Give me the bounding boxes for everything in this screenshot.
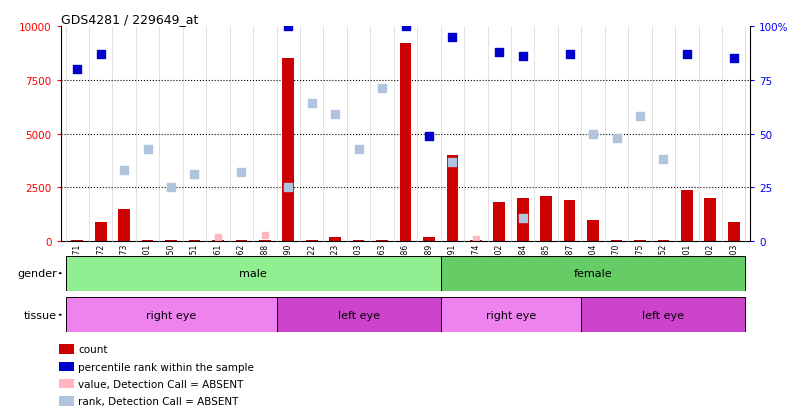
Bar [329,237,341,242]
Text: count: count [79,344,108,354]
Bar [564,201,576,242]
Text: female: female [573,268,612,279]
Text: value, Detection Call = ABSENT: value, Detection Call = ABSENT [79,379,244,389]
Bar [611,240,622,242]
Bar [658,240,669,242]
Text: left eye: left eye [642,310,684,320]
Bar [306,240,318,242]
Bar [681,190,693,242]
Bar [440,256,745,291]
Text: right eye: right eye [146,310,196,320]
Bar [447,156,458,242]
Bar [376,240,388,242]
Bar [142,240,153,242]
Point [657,157,670,163]
Point [680,52,693,58]
Bar [165,240,177,242]
Bar [728,222,740,242]
Point [446,34,459,41]
Bar [118,209,130,242]
Point [470,236,483,243]
Point [165,185,178,191]
Bar [581,297,745,332]
Text: gender: gender [17,268,57,279]
Bar [634,240,646,242]
Point [118,167,131,174]
Bar [517,199,529,242]
Bar [58,362,75,371]
Text: left eye: left eye [337,310,380,320]
Point [71,66,84,73]
Bar [353,240,364,242]
Bar [66,297,277,332]
Point [212,234,225,241]
Point [493,49,506,56]
Point [352,146,365,152]
Text: percentile rank within the sample: percentile rank within the sample [79,362,255,372]
Bar [440,297,581,332]
Point [517,215,530,221]
Point [399,24,412,30]
Bar [71,240,83,242]
Bar [189,240,200,242]
Point [281,24,294,30]
Bar [705,199,716,242]
Point [727,56,740,62]
Point [586,131,599,138]
Text: GDS4281 / 229649_at: GDS4281 / 229649_at [61,13,198,26]
Bar [58,379,75,388]
Bar [282,59,294,242]
Bar [493,203,505,242]
Point [446,159,459,166]
Text: rank, Detection Call = ABSENT: rank, Detection Call = ABSENT [79,396,239,406]
Bar [587,220,599,242]
Point [235,170,248,176]
Point [517,54,530,60]
Bar [540,197,552,242]
Bar [58,396,75,406]
Point [375,86,388,93]
Bar [212,240,224,242]
Bar [259,240,271,242]
Point [328,112,341,118]
Bar [277,297,440,332]
Text: right eye: right eye [486,310,536,320]
Bar [423,237,435,242]
Bar [58,344,75,354]
Point [188,172,201,178]
Bar [235,240,247,242]
Point [563,52,576,58]
Point [94,52,107,58]
Bar [95,222,106,242]
Point [141,146,154,152]
Bar [470,240,482,242]
Text: male: male [239,268,267,279]
Point [633,114,646,120]
Point [423,133,436,140]
Point [281,185,294,191]
Bar [66,256,440,291]
Point [305,101,318,107]
Bar [400,44,411,242]
Point [259,232,272,238]
Text: tissue: tissue [24,310,57,320]
Point [610,135,623,142]
